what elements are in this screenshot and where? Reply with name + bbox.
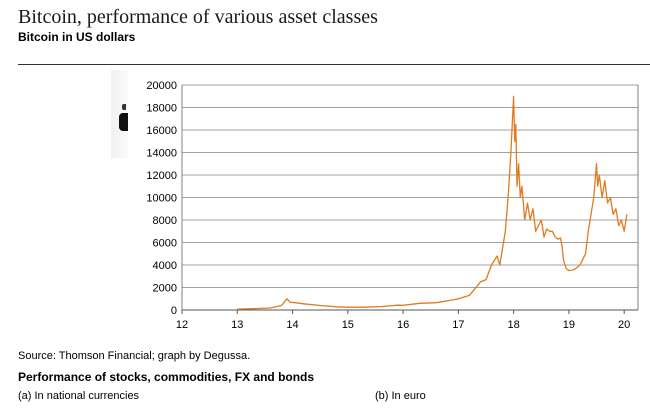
x-tick-label: 20 (618, 319, 630, 331)
x-tick-label: 16 (397, 319, 409, 331)
header-divider (18, 64, 650, 65)
y-tick-label: 12000 (146, 170, 177, 182)
y-tick-label: 16000 (146, 125, 177, 137)
y-tick-label: 6000 (153, 238, 177, 250)
x-tick-label: 13 (231, 319, 243, 331)
x-tick-label: 14 (286, 319, 298, 331)
series-line (237, 95, 628, 310)
y-tick-label: 4000 (153, 260, 177, 272)
bitcoin-line-chart: 0 2000 4000 6000 8000 10000 12000 14000 16000 180… (146, 80, 639, 331)
subsection-b-label: (b) In euro (375, 390, 426, 402)
page-subtitle: Bitcoin in US dollars (18, 30, 136, 44)
x-tick-label: 15 (342, 319, 354, 331)
x-tick-label: 18 (508, 319, 520, 331)
y-tick-label: 0 (171, 305, 177, 317)
y-tick-label: 14000 (146, 148, 177, 160)
x-tick-label: 17 (452, 319, 464, 331)
section-title: Performance of stocks, commodities, FX a… (18, 370, 315, 384)
subsection-a-label: (a) In national currencies (18, 390, 140, 402)
x-tick-label: 12 (176, 319, 188, 331)
y-tick-label: 10000 (146, 193, 177, 205)
y-tick-label: 8000 (153, 215, 177, 227)
chart-container: 0 2000 4000 6000 8000 10000 12000 14000 16000 180… (0, 66, 650, 346)
y-tick-label: 2000 (153, 283, 177, 295)
source-note: Source: Thomson Financial; graph by Degu… (18, 350, 251, 362)
y-tick-label: 20000 (146, 80, 177, 92)
x-tick-label: 19 (563, 319, 575, 331)
y-tick-label: 18000 (146, 103, 177, 115)
decorative-mark (119, 113, 128, 131)
decorative-mark-small (122, 104, 126, 110)
page-title: Bitcoin, performance of various asset cl… (18, 6, 378, 28)
